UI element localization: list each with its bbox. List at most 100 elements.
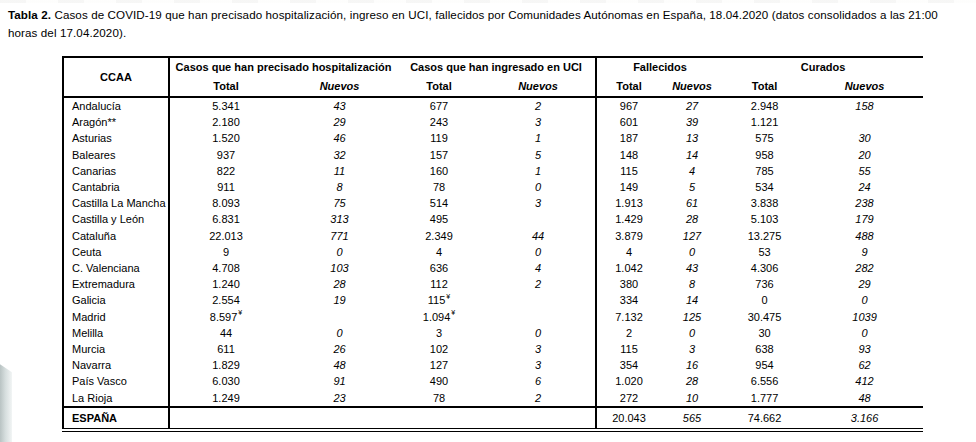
total-value-cell: 8.093	[169, 195, 282, 211]
total-value-cell: 149	[596, 179, 661, 195]
nuevos-value-cell: 0	[806, 325, 923, 341]
total-value-cell: 380	[596, 276, 661, 292]
footnote-marker: ¥	[446, 293, 450, 300]
total-value-cell: 160	[397, 163, 481, 179]
nuevos-value-cell: 61	[661, 195, 723, 211]
total-value-cell: 5.341	[169, 97, 282, 114]
nuevos-value-cell: 16	[661, 357, 723, 373]
total-value-cell: 601	[596, 114, 661, 130]
total-value-cell: 1.020	[596, 373, 661, 389]
total-value-cell: 1.042	[596, 260, 661, 276]
nuevos-value-cell: 28	[282, 276, 397, 292]
total-value-cell: 115	[596, 341, 661, 357]
nuevos-value-cell: 26	[282, 341, 397, 357]
table-row: Asturias1.5204611911871357530	[63, 130, 923, 146]
nuevos-value-cell: 127	[661, 228, 723, 244]
ccaa-cell: Baleares	[63, 147, 169, 163]
total-value-cell: 1.094¥	[397, 309, 481, 325]
total-value-cell: 1.121	[723, 114, 806, 130]
total-value-cell: 157	[397, 147, 481, 163]
subheader-total: Total	[723, 77, 806, 97]
table-row: Melilla4403020300	[63, 325, 923, 341]
subheader-nuevos: Nuevos	[806, 77, 923, 97]
total-value-cell: 2.554	[169, 292, 282, 308]
total-value-cell: 2.349	[397, 228, 481, 244]
nuevos-value-cell: 2	[481, 97, 596, 114]
table-row: Ceuta904040539	[63, 244, 923, 260]
table-row: La Rioja1.24923782272101.77748	[63, 390, 923, 407]
document-page: Tabla 2. Casos de COVID-19 que han preci…	[0, 0, 976, 442]
total-value-cell: 4	[397, 244, 481, 260]
total-value-cell: 1.520	[169, 130, 282, 146]
total-value-cell: 243	[397, 114, 481, 130]
subheader-total: Total	[596, 77, 661, 97]
total-value-cell: 954	[723, 357, 806, 373]
table-row: Galicia2.55419115¥3341400	[63, 292, 923, 308]
total-value-cell: 78	[397, 179, 481, 195]
nuevos-value-cell: 5	[481, 147, 596, 163]
nuevos-value-cell	[481, 211, 596, 227]
subheader-nuevos: Nuevos	[481, 77, 596, 97]
nuevos-value-cell: 11	[282, 163, 397, 179]
nuevos-value-cell: 5	[661, 179, 723, 195]
ccaa-cell: Canarias	[63, 163, 169, 179]
nuevos-value-cell: 0	[282, 325, 397, 341]
nuevos-value-cell: 32	[282, 147, 397, 163]
nuevos-value-cell: 75	[282, 195, 397, 211]
total-value-cell: 334	[596, 292, 661, 308]
total-row: ESPAÑA20.04356574.6623.166	[63, 407, 923, 430]
nuevos-value-cell: 20	[806, 147, 923, 163]
table-caption: Tabla 2. Casos de COVID-19 que han preci…	[8, 6, 966, 42]
total-value-cell: 1.777	[723, 390, 806, 407]
total-value-cell: 2.948	[723, 97, 806, 114]
table-body: Andalucía5.341436772967272.948158Aragón*…	[63, 97, 923, 430]
table-caption-label: Tabla 2.	[8, 8, 51, 21]
total-value-cell: 5.103	[723, 211, 806, 227]
table-row: Navarra1.8294812733541695462	[63, 357, 923, 373]
ccaa-cell: Murcia	[63, 341, 169, 357]
total-value-cell: 3.838	[723, 195, 806, 211]
total-value-cell: 636	[397, 260, 481, 276]
total-value-cell: 74.662	[723, 407, 806, 430]
total-value-cell: 1.829	[169, 357, 282, 373]
nuevos-value-cell: 28	[661, 373, 723, 389]
ccaa-cell: C. Valenciana	[63, 260, 169, 276]
total-value-cell: 148	[596, 147, 661, 163]
ccaa-cell: Aragón**	[63, 114, 169, 130]
total-value-cell: 1.249	[169, 390, 282, 407]
nuevos-value-cell: 8	[282, 179, 397, 195]
total-value-cell: 736	[723, 276, 806, 292]
table-caption-line2: horas del 17.04.2020).	[8, 26, 126, 39]
ccaa-cell: Asturias	[63, 130, 169, 146]
total-value-cell: 534	[723, 179, 806, 195]
table-row: Cataluña22.0137712.349443.87912713.27548…	[63, 228, 923, 244]
nuevos-value-cell: 3	[481, 195, 596, 211]
total-value-cell: 1.913	[596, 195, 661, 211]
nuevos-value-cell: 8	[661, 276, 723, 292]
nuevos-value-cell	[282, 309, 397, 325]
total-value-cell	[169, 407, 282, 430]
subheader-nuevos: Nuevos	[282, 77, 397, 97]
nuevos-value-cell: 44	[481, 228, 596, 244]
nuevos-value-cell: 1039	[806, 309, 923, 325]
total-value-cell: 112	[397, 276, 481, 292]
total-value-cell: 20.043	[596, 407, 661, 430]
ccaa-cell: Ceuta	[63, 244, 169, 260]
nuevos-value-cell: 23	[282, 390, 397, 407]
nuevos-value-cell: 4	[481, 260, 596, 276]
table-header: CCAA Casos que han precisado hospitaliza…	[63, 57, 923, 97]
total-value-cell: 4.708	[169, 260, 282, 276]
nuevos-value-cell: 125	[661, 309, 723, 325]
nuevos-value-cell: 48	[806, 390, 923, 407]
total-value-cell: 102	[397, 341, 481, 357]
nuevos-value-cell: 771	[282, 228, 397, 244]
total-value-cell: 6.831	[169, 211, 282, 227]
total-value-cell: 30	[723, 325, 806, 341]
subheader-total: Total	[397, 77, 481, 97]
total-value-cell: 785	[723, 163, 806, 179]
total-value-cell: 53	[723, 244, 806, 260]
ccaa-cell: Castilla La Mancha	[63, 195, 169, 211]
nuevos-value-cell: 14	[661, 147, 723, 163]
total-value-cell: 78	[397, 390, 481, 407]
col-group-recovered: Curados	[723, 57, 923, 77]
